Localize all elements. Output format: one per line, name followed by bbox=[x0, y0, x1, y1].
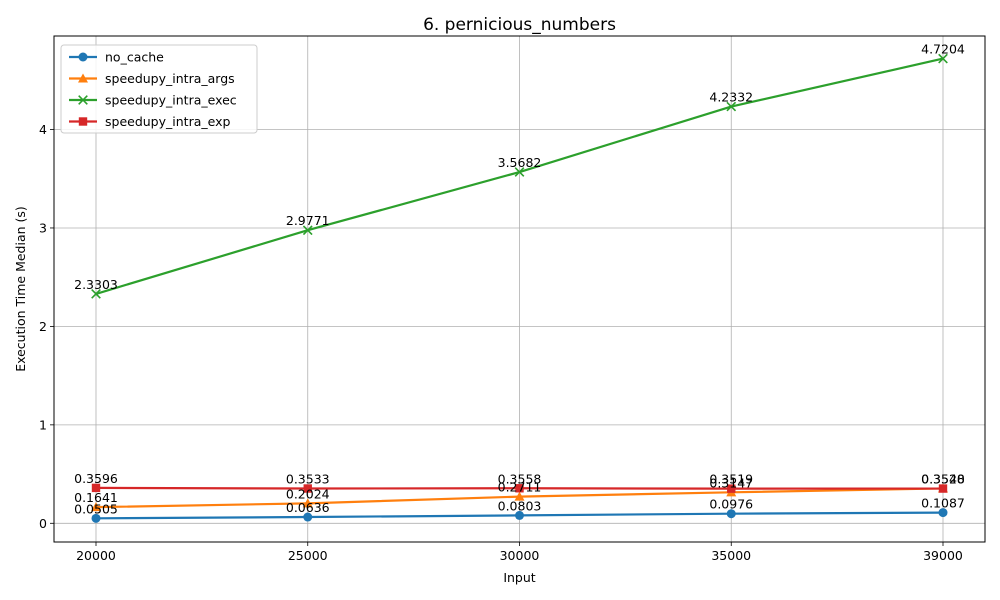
legend-marker bbox=[78, 95, 88, 105]
data-point bbox=[91, 513, 101, 523]
data-label: 0.3528 bbox=[921, 472, 965, 487]
legend-item: speedupy_intra_exec bbox=[69, 93, 237, 108]
y-axis-label: Execution Time Median (s) bbox=[13, 206, 28, 372]
legend-label: speedupy_intra_args bbox=[105, 71, 235, 86]
x-tick-label: 30000 bbox=[500, 548, 540, 563]
data-point bbox=[515, 510, 524, 520]
legend-label: speedupy_intra_exp bbox=[105, 114, 230, 129]
data-point bbox=[938, 53, 948, 64]
series-speedupy_intra_exec bbox=[91, 53, 948, 299]
data-label: 0.0505 bbox=[74, 501, 118, 516]
x-tick-label: 35000 bbox=[711, 548, 751, 563]
data-label: 0.0636 bbox=[286, 500, 330, 515]
chart-title: 6. pernicious_numbers bbox=[423, 15, 616, 35]
data-labels: 0.0505 0.0636 0.0803 0.0976 0.1087 0.1641 0.20… bbox=[74, 42, 965, 517]
data-point bbox=[302, 498, 313, 508]
x-tick-label: 25000 bbox=[288, 548, 328, 563]
grid-lines bbox=[54, 36, 985, 542]
data-point bbox=[727, 484, 736, 493]
legend-item: speedupy_intra_exp bbox=[69, 114, 230, 129]
data-point bbox=[726, 101, 737, 112]
axis-ticks: 20000 25000 30000 35000 39000 0 1 2 3 4 bbox=[39, 122, 963, 563]
data-label: 2.3303 bbox=[74, 277, 118, 292]
data-label: 0.3596 bbox=[74, 471, 118, 486]
data-point bbox=[515, 484, 524, 493]
data-point bbox=[514, 491, 525, 501]
data-label: 0.3558 bbox=[498, 471, 542, 486]
data-label: 0.0803 bbox=[498, 498, 542, 513]
legend-item: speedupy_intra_args bbox=[69, 71, 235, 86]
x-tick-label: 20000 bbox=[76, 548, 116, 563]
data-point bbox=[726, 509, 736, 519]
legend-marker bbox=[78, 52, 88, 62]
data-label: 0.3519 bbox=[709, 472, 753, 487]
legend-marker bbox=[78, 73, 88, 83]
legend-item: no_cache bbox=[69, 50, 164, 65]
legend-box bbox=[60, 44, 258, 134]
legend-label: no_cache bbox=[105, 50, 164, 65]
data-point bbox=[91, 502, 101, 512]
series-speedupy_intra_exp bbox=[91, 483, 948, 493]
data-label: 4.7204 bbox=[921, 42, 965, 57]
x-tick-label: 39000 bbox=[923, 548, 963, 563]
legend-label: speedupy_intra_exec bbox=[105, 93, 237, 108]
series-lines bbox=[91, 53, 948, 523]
y-tick-label: 1 bbox=[39, 417, 47, 432]
data-point bbox=[938, 508, 948, 518]
data-point bbox=[91, 289, 101, 299]
y-tick-label: 2 bbox=[39, 319, 47, 334]
data-label: 0.3540 bbox=[921, 471, 965, 486]
data-label: 0.1641 bbox=[74, 490, 118, 505]
legend-marker bbox=[78, 117, 88, 126]
x-axis-label: Input bbox=[503, 570, 535, 585]
data-point bbox=[514, 167, 525, 177]
data-point bbox=[91, 483, 101, 493]
data-point bbox=[303, 512, 313, 522]
data-label: 0.2024 bbox=[286, 486, 330, 501]
data-point bbox=[938, 484, 948, 493]
data-label: 0.3533 bbox=[286, 472, 330, 487]
y-tick-label: 4 bbox=[39, 122, 47, 137]
data-label: 0.2711 bbox=[498, 480, 542, 495]
data-point bbox=[302, 225, 313, 236]
data-label: 0.3147 bbox=[709, 475, 753, 490]
legend: no_cache speedupy_intra_args speedupy_intr… bbox=[60, 44, 258, 134]
y-tick-label: 0 bbox=[39, 516, 47, 531]
y-tick-label: 3 bbox=[39, 220, 47, 235]
data-label: 3.5682 bbox=[498, 155, 542, 170]
data-label: 2.9771 bbox=[286, 213, 330, 228]
data-point bbox=[303, 484, 312, 493]
series-no_cache bbox=[91, 508, 948, 523]
data-label: 0.0976 bbox=[709, 497, 753, 512]
data-label: 4.2332 bbox=[709, 90, 753, 105]
data-label: 0.1087 bbox=[921, 496, 965, 511]
